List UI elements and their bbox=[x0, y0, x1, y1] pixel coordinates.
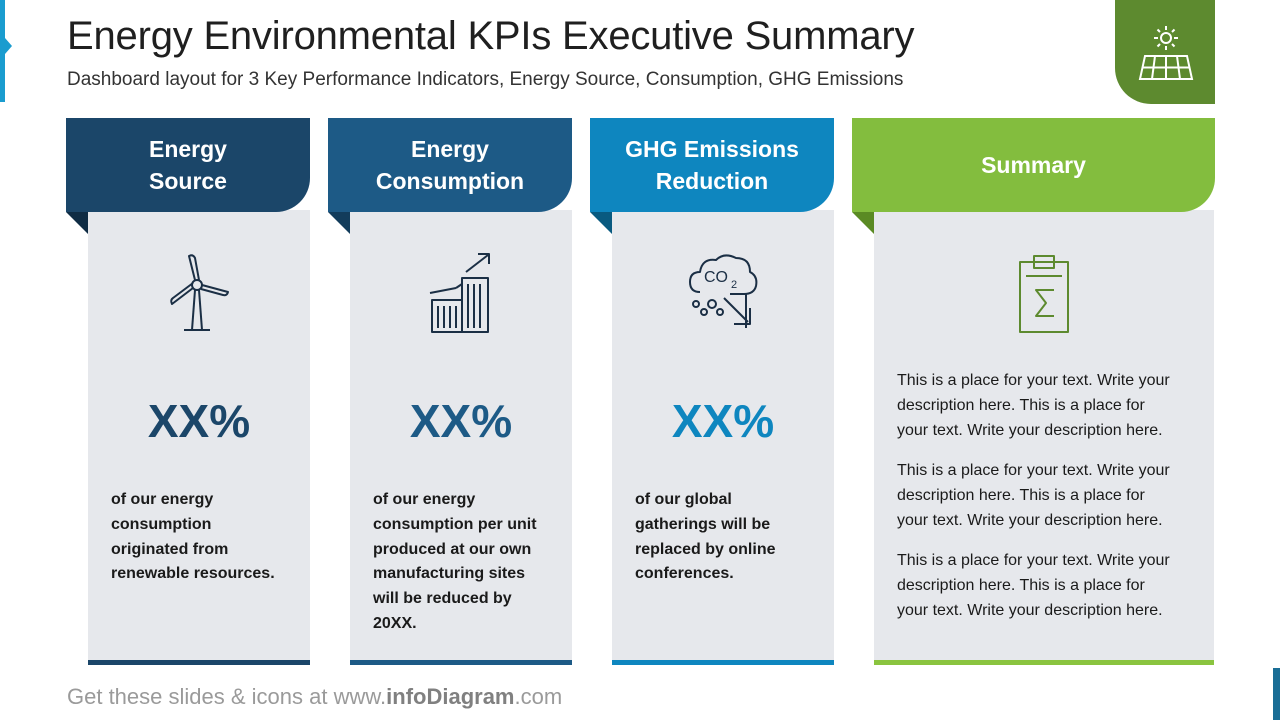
card-body bbox=[612, 210, 834, 664]
card-icon-wrap bbox=[350, 248, 572, 336]
card-fold bbox=[328, 212, 350, 234]
desc-line: renewable resources. bbox=[111, 565, 275, 583]
slide-title: Energy Environmental KPIs Executive Summ… bbox=[67, 14, 915, 58]
desc-line: gatherings will be bbox=[635, 515, 771, 533]
card-fold bbox=[66, 212, 88, 234]
kpi-description: of our energy consumption per unit produ… bbox=[373, 488, 563, 637]
kpi-value: XX% bbox=[671, 395, 775, 447]
summary-line: your text. Write your description here. bbox=[897, 512, 1163, 529]
factory-growth-icon bbox=[429, 253, 490, 333]
summary-line: This is a place for your text. Write you… bbox=[897, 372, 1170, 389]
desc-line: will be reduced by bbox=[373, 590, 512, 608]
solar-panel-icon bbox=[1138, 26, 1194, 80]
card-header-line1: Energy bbox=[411, 136, 489, 162]
footer-brand: infoDiagram bbox=[386, 684, 515, 709]
left-accent-notch bbox=[5, 38, 12, 54]
desc-line: 20XX. bbox=[373, 614, 417, 632]
card-body bbox=[88, 210, 310, 664]
clipboard-sigma-icon bbox=[1019, 255, 1069, 333]
summary-paragraph: This is a place for your text. Write you… bbox=[897, 548, 1207, 623]
summary-header: Summary bbox=[981, 152, 1086, 178]
card-header-line1: GHG Emissions bbox=[625, 136, 799, 162]
summary-line: This is a place for your text. Write you… bbox=[897, 552, 1170, 569]
card-header: GHG Emissions Reduction bbox=[590, 118, 834, 212]
card-header: Energy Source bbox=[66, 118, 310, 212]
footer-suffix: .com bbox=[514, 684, 563, 709]
desc-line: replaced by online bbox=[635, 540, 776, 558]
desc-line: consumption bbox=[111, 515, 212, 533]
footer-credit[interactable]: Get these slides & icons at www.infoDiag… bbox=[67, 684, 562, 710]
card-bottom-bar bbox=[612, 660, 834, 665]
card-fold bbox=[852, 212, 874, 234]
desc-line: manufacturing sites bbox=[373, 565, 526, 583]
left-accent-bar bbox=[0, 0, 5, 102]
footer-prefix: Get these slides & icons at www. bbox=[67, 684, 387, 709]
card-icon-wrap bbox=[874, 248, 1214, 334]
svg-text:2: 2 bbox=[731, 279, 737, 291]
kpi-value: XX% bbox=[409, 395, 513, 447]
kpi-value: XX% bbox=[147, 395, 251, 447]
right-accent-bar bbox=[1273, 668, 1280, 720]
summary-line: description here. This is a place for bbox=[897, 577, 1145, 594]
card-fold bbox=[590, 212, 612, 234]
slide-subtitle: Dashboard layout for 3 Key Performance I… bbox=[67, 69, 904, 90]
desc-line: of our energy bbox=[373, 491, 476, 508]
card-body bbox=[874, 210, 1214, 664]
summary-line: description here. This is a place for bbox=[897, 487, 1145, 504]
desc-line: of our global bbox=[635, 491, 732, 508]
summary-paragraph: This is a place for your text. Write you… bbox=[897, 458, 1207, 533]
desc-line: consumption per unit bbox=[373, 515, 537, 533]
card-bottom-bar bbox=[350, 660, 572, 665]
card-header-line2: Source bbox=[149, 168, 227, 194]
kpi-description: of our global gatherings will be replace… bbox=[635, 488, 825, 587]
summary-paragraph: This is a place for your text. Write you… bbox=[897, 368, 1207, 443]
card-icon-wrap: CO 2 bbox=[612, 248, 834, 334]
summary-line: your text. Write your description here. bbox=[897, 422, 1163, 439]
card-header: Energy Consumption bbox=[328, 118, 572, 212]
wind-turbine-icon bbox=[170, 254, 229, 331]
card-bottom-bar bbox=[88, 660, 310, 665]
desc-line: conferences. bbox=[635, 565, 734, 583]
card-header: Summary bbox=[852, 118, 1215, 212]
card-header-line2: Reduction bbox=[655, 168, 769, 194]
card-bottom-bar bbox=[874, 660, 1214, 665]
co2-cloud-icon: CO 2 bbox=[689, 254, 758, 328]
card-header-line1: Energy bbox=[149, 136, 227, 162]
svg-text:CO: CO bbox=[704, 269, 728, 286]
summary-line: your text. Write your description here. bbox=[897, 602, 1163, 619]
desc-line: produced at our own bbox=[373, 540, 532, 558]
kpi-description: of our energy consumption originated fro… bbox=[111, 488, 301, 587]
summary-text: This is a place for your text. Write you… bbox=[897, 368, 1207, 638]
desc-line: of our energy bbox=[111, 491, 214, 508]
card-icon-wrap bbox=[88, 248, 310, 338]
desc-line: originated from bbox=[111, 540, 229, 558]
summary-line: This is a place for your text. Write you… bbox=[897, 462, 1170, 479]
summary-line: description here. This is a place for bbox=[897, 397, 1145, 414]
logo-badge bbox=[1115, 0, 1215, 104]
card-header-line2: Consumption bbox=[375, 168, 525, 194]
